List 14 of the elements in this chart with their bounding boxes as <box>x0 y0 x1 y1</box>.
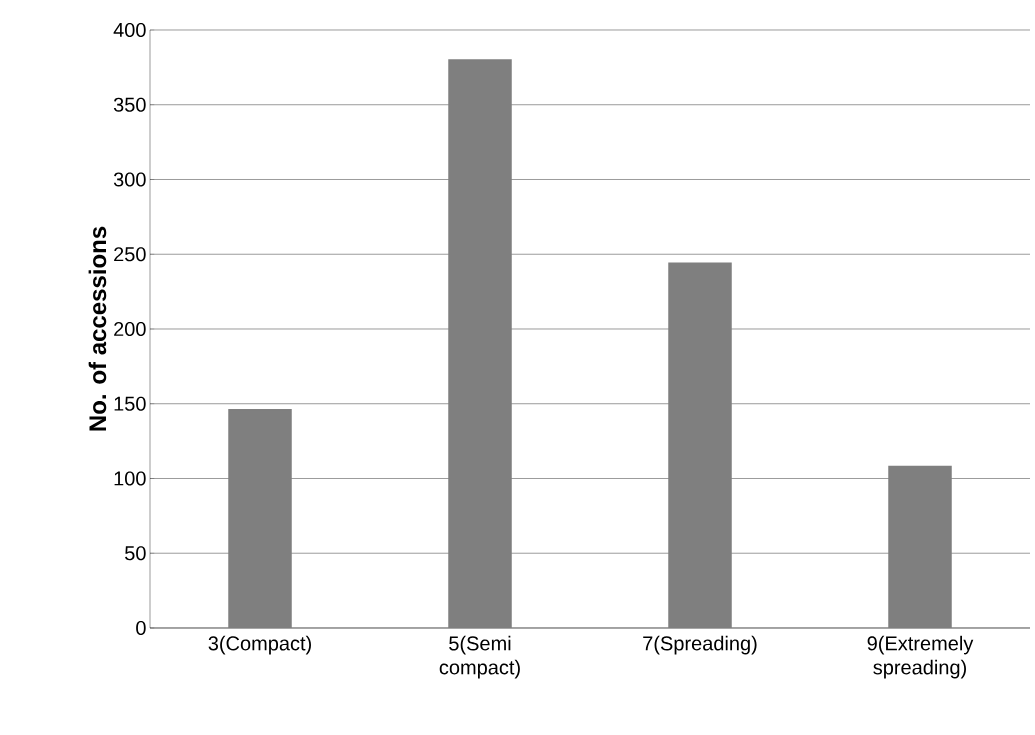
y-axis-title: No. of accessions <box>88 226 107 431</box>
y-tick-label: 300 <box>113 172 146 187</box>
x-tick-label: 7(Spreading) <box>643 635 757 655</box>
y-tick-label: 0 <box>136 620 146 636</box>
y-tick-label: 400 <box>113 22 146 38</box>
y-tick-label: 100 <box>114 471 146 486</box>
y-tick-label: 250 <box>114 247 146 262</box>
y-tick-label: 150 <box>114 396 146 411</box>
y-tick-label: 200 <box>114 321 146 337</box>
y-tick-label: 50 <box>125 546 146 561</box>
x-tick-label: 5(Semi compact) <box>439 635 520 679</box>
x-tick-label: 9(Extremely spreading) <box>867 635 974 679</box>
y-tick-label: 350 <box>113 97 146 112</box>
x-tick-label: 3(Compact) <box>208 635 311 655</box>
